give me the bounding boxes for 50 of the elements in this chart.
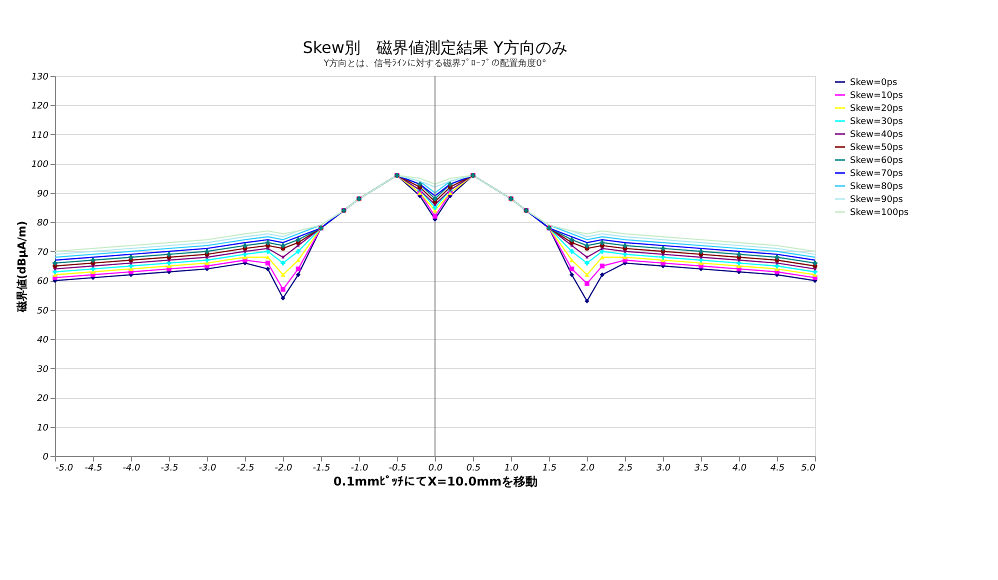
x-tick-label: -0.5 [388, 464, 407, 474]
legend-label: Skew=50ps [850, 143, 904, 153]
x-tick-label: -1.5 [312, 464, 331, 474]
legend-label: Skew=10ps [850, 91, 904, 101]
x-tick-label: 1.5 [542, 464, 557, 474]
x-tick-label: 1.0 [504, 464, 519, 474]
y-tick-label: 80 [37, 218, 49, 229]
legend-label: Skew=40ps [850, 130, 904, 140]
y-tick-label: 20 [37, 394, 49, 404]
y-tick-label: 60 [37, 277, 49, 288]
legend-label: Skew=60ps [850, 156, 904, 166]
x-tick-label: 4.5 [770, 464, 785, 474]
x-tick-label: -4.5 [84, 464, 103, 474]
y-tick-label: 130 [31, 72, 49, 82]
x-axis-title: 0.1mmﾋﾟｯﾁにてX=10.0mmを移動 [333, 474, 538, 488]
y-tick-label: 50 [37, 306, 49, 316]
y-tick-label: 0 [42, 452, 49, 462]
legend-label: Skew=100ps [850, 208, 909, 218]
y-tick-label: 100 [31, 160, 49, 170]
x-tick-label: 0.5 [466, 464, 481, 474]
legend-label: Skew=90ps [850, 195, 904, 205]
y-tick-label: 10 [37, 423, 49, 434]
x-tick-label: 0.0 [428, 464, 443, 474]
x-tick-label: -3.5 [160, 464, 179, 474]
x-tick-label: 3.0 [656, 464, 671, 474]
legend-label: Skew=20ps [850, 104, 904, 114]
y-tick-label: 40 [37, 336, 49, 346]
y-tick-label: 30 [37, 364, 49, 375]
legend-label: Skew=70ps [850, 169, 904, 179]
legend-label: Skew=0ps [850, 78, 898, 88]
legend-label: Skew=80ps [850, 182, 904, 192]
y-tick-label: 120 [31, 102, 49, 112]
y-tick-label: 110 [31, 130, 49, 141]
x-tick-label: -2.0 [274, 464, 293, 474]
x-tick-label: 5.0 [801, 464, 816, 474]
x-tick-label: 2.5 [618, 464, 633, 474]
chart-title: Skew別 磁界値測定結果 Y方向のみ [302, 38, 568, 57]
x-tick-label: -5.0 [56, 464, 74, 474]
y-axis-title: 磁界値(dBμA/m) [15, 220, 28, 314]
x-tick-label: 3.5 [694, 464, 709, 474]
y-tick-label: 70 [37, 248, 49, 258]
x-tick-label: -4.0 [122, 464, 141, 474]
x-tick-label: 4.0 [732, 464, 747, 474]
y-tick-label: 90 [37, 189, 49, 200]
x-tick-label: -3.0 [198, 464, 217, 474]
chart-subtitle: Y方向とは、信号ﾗｲﾝに対する磁界ﾌﾟﾛｰﾌﾞの配置角度0° [322, 58, 546, 69]
x-tick-label: -2.5 [236, 464, 255, 474]
x-tick-label: 2.0 [580, 464, 595, 474]
legend-label: Skew=30ps [850, 117, 904, 127]
x-tick-label: -1.0 [350, 464, 369, 474]
